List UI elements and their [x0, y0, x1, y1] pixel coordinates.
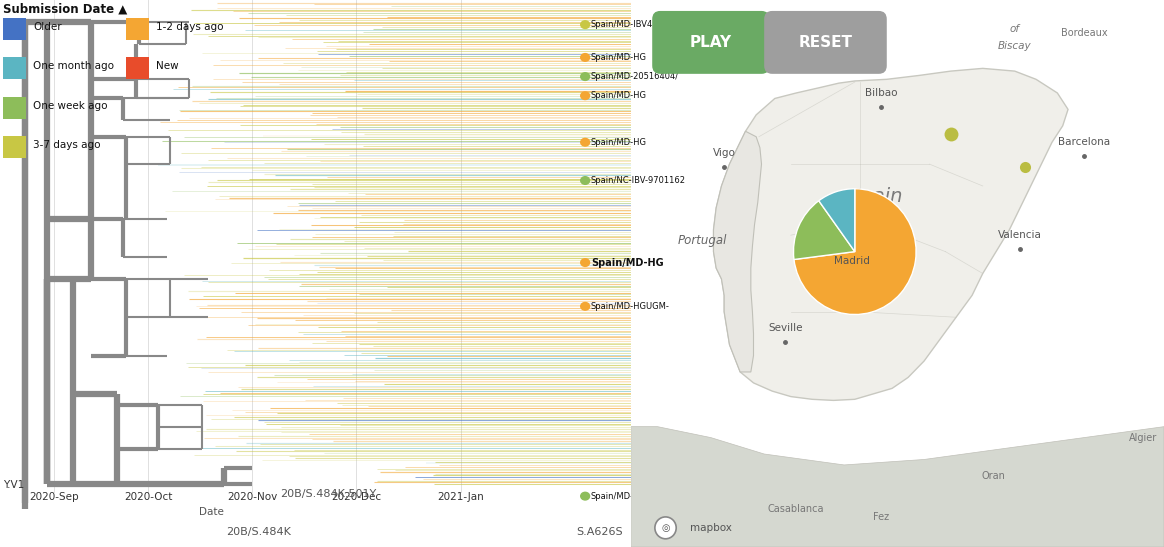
Circle shape [581, 138, 589, 146]
FancyBboxPatch shape [3, 97, 26, 119]
Text: Valencia: Valencia [998, 230, 1042, 240]
Text: Spain/MD-HG: Spain/MD-HG [591, 138, 647, 147]
Wedge shape [794, 189, 916, 315]
Text: Spain/MD-IBV43742225G: Spain/MD-IBV43742225G [591, 20, 696, 29]
Text: Barcelona: Barcelona [1058, 137, 1110, 147]
Text: One week ago: One week ago [34, 101, 108, 110]
Text: Spain/MD-HG: Spain/MD-HG [591, 91, 647, 100]
Circle shape [581, 54, 589, 61]
FancyBboxPatch shape [652, 11, 769, 74]
Text: Bilbao: Bilbao [865, 88, 897, 98]
Text: Y.V1: Y.V1 [3, 480, 24, 490]
Text: Submission Date ▲: Submission Date ▲ [3, 3, 127, 16]
Text: 2020-Sep: 2020-Sep [29, 492, 78, 502]
Text: PLAY: PLAY [690, 35, 732, 50]
Text: One month ago: One month ago [34, 61, 114, 71]
FancyBboxPatch shape [3, 57, 26, 79]
Text: Bordeaux: Bordeaux [1060, 28, 1107, 38]
Text: New: New [156, 61, 179, 71]
Text: Vigo: Vigo [712, 148, 736, 158]
Circle shape [581, 92, 589, 100]
FancyBboxPatch shape [126, 18, 149, 40]
Polygon shape [714, 68, 1069, 400]
Text: 2020-Nov: 2020-Nov [227, 492, 277, 502]
Polygon shape [631, 427, 1164, 547]
Polygon shape [714, 131, 761, 372]
Text: Portugal: Portugal [679, 234, 728, 247]
Text: mapbox: mapbox [689, 523, 731, 533]
Text: 3-7 days ago: 3-7 days ago [34, 140, 101, 150]
Text: 2021-Jan: 2021-Jan [438, 492, 484, 502]
Text: of: of [1009, 24, 1020, 34]
Circle shape [581, 492, 589, 500]
Circle shape [581, 73, 589, 80]
Text: Spain/MD-HG: Spain/MD-HG [591, 53, 647, 62]
Circle shape [581, 259, 589, 266]
Text: Spain/NC-IBV-9701162: Spain/NC-IBV-9701162 [591, 176, 686, 185]
Text: RESET: RESET [799, 35, 852, 50]
FancyBboxPatch shape [765, 11, 887, 74]
Circle shape [581, 177, 589, 184]
FancyBboxPatch shape [126, 57, 149, 79]
Text: Madrid: Madrid [835, 257, 870, 266]
Text: Algier: Algier [1129, 433, 1157, 443]
Text: Spain/MD-HG: Spain/MD-HG [591, 258, 663, 267]
FancyBboxPatch shape [3, 18, 26, 40]
Text: ◎: ◎ [661, 523, 669, 533]
Text: Spain: Spain [849, 188, 903, 206]
Text: Oran: Oran [981, 471, 1006, 481]
Text: Date: Date [199, 507, 223, 517]
Text: Fez: Fez [873, 512, 889, 522]
Text: Biscay: Biscay [998, 41, 1031, 51]
Text: S.A626S: S.A626S [576, 527, 623, 537]
Text: 20B/S.484K.501Y: 20B/S.484K.501Y [279, 489, 376, 499]
Text: Older: Older [34, 22, 62, 32]
Text: Spain/MD-HGUGM-: Spain/MD-HGUGM- [591, 302, 669, 311]
Text: 1-2 days ago: 1-2 days ago [156, 22, 223, 32]
Text: Spain/MD-20516404/: Spain/MD-20516404/ [591, 72, 679, 81]
Wedge shape [794, 201, 854, 259]
Text: 2020-Dec: 2020-Dec [332, 492, 382, 502]
Circle shape [655, 517, 676, 539]
Text: Casablanca: Casablanca [768, 504, 824, 514]
Wedge shape [818, 189, 854, 252]
FancyBboxPatch shape [3, 136, 26, 158]
Text: Spain/MD-20510356/2: Spain/MD-20510356/2 [591, 492, 684, 501]
Text: 20B/S.484K: 20B/S.484K [226, 527, 291, 537]
Text: Seville: Seville [768, 323, 803, 333]
Circle shape [581, 21, 589, 28]
Text: 2020-Oct: 2020-Oct [125, 492, 172, 502]
Circle shape [581, 302, 589, 310]
